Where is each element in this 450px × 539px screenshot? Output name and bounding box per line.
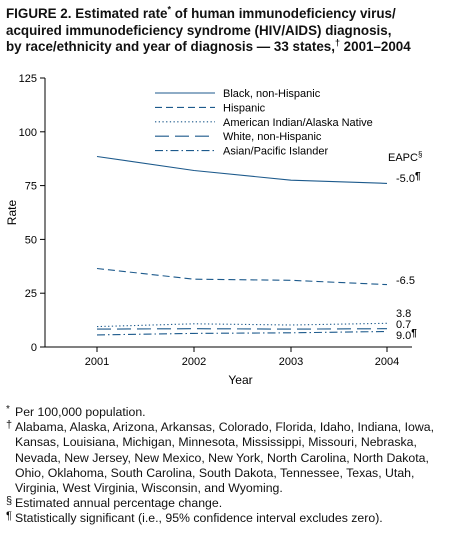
title-asterisk: * [167,4,171,15]
eapc-label: 0.7 [396,319,411,331]
footnote-1: * Per 100,000 population. [6,404,446,420]
title-line1-rest: of human immunodeficiency virus/ [171,6,396,21]
legend-label: Hispanic [223,102,266,114]
figure-title: FIGURE 2. Estimated rate* of human immun… [6,4,446,56]
y-axis-label: Rate [5,200,19,226]
legend-label: American Indian/Alaska Native [223,117,373,129]
footnote-3: § Estimated annual percentage change. [6,495,446,511]
x-axis-label: Year [228,373,252,387]
footnote-text: Per 100,000 population. [15,405,146,419]
series-line [96,155,388,184]
y-tick-label: 50 [25,234,37,246]
x-tick-label: 2003 [279,356,303,368]
eapc-label: 3.8 [396,308,411,320]
legend-label: Asian/Pacific Islander [223,146,328,158]
y-tick-label: 100 [19,127,37,139]
y-tick-label: 75 [25,181,37,193]
series-line [96,267,388,286]
footnote-4: ¶ Statistically significant (i.e., 95% co… [6,510,446,526]
footnote-mark: § [6,495,13,508]
x-tick-label: 2001 [85,356,109,368]
eapc-label: -6.5 [396,275,415,287]
footnote-text: Estimated annual percentage change. [15,496,223,511]
footnote-mark: * [6,404,10,415]
footnote-mark: ¶ [6,510,12,523]
x-tick-label: 2004 [375,356,399,368]
footnote-text: Alabama, Alaska, Arizona, Arkansas, Colo… [15,420,435,496]
line-chart: 0 25 50 75 100 125 2001 2002 2003 2004 Year Rate Bla… [5,73,422,387]
title-dagger: † [334,37,340,48]
footnote-mark: † [6,419,13,432]
series-line [96,330,388,336]
x-tick-label: 2002 [182,356,206,368]
footnote-text: Statistically significant (i.e., 95% con… [15,511,383,526]
y-tick-label: 25 [25,288,37,300]
title-prefix: FIGURE 2. Estimated rate [6,6,168,21]
series-line [96,322,388,328]
y-tick-label: 125 [19,73,37,85]
y-tick-label: 0 [31,342,37,354]
footnote-2: † Alabama, Alaska, Arizona, Arkansas, Col… [6,419,446,496]
eapc-header: EAPC§ [388,150,422,164]
eapc-label: -5.0¶ [396,171,421,185]
title-line3: by race/ethnicity and year of diagnosis … [6,39,335,54]
title-line3-end: 2001–2004 [339,39,411,54]
legend-label: Black, non-Hispanic [223,88,321,100]
legend-label: White, non-Hispanic [223,131,322,143]
footnotes: * Per 100,000 population. † Alabama, Alask… [6,404,446,527]
eapc-label: 9.0¶ [396,328,417,342]
title-line2: acquired immunodeficiency syndrome (HIV/… [6,22,392,38]
